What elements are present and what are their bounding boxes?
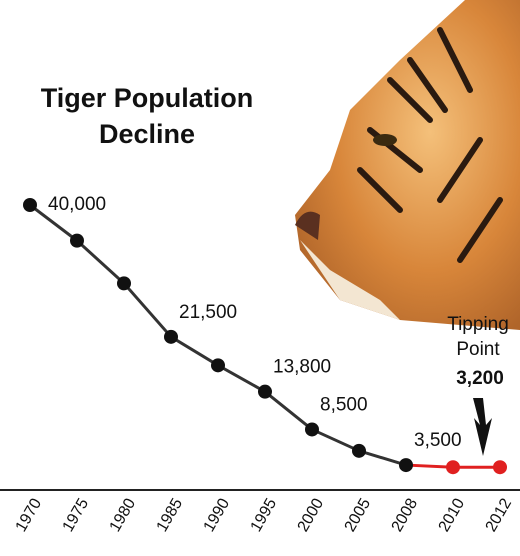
x-tick-label: 1975 (60, 496, 93, 535)
data-point (211, 358, 225, 373)
line-segment (311, 428, 360, 453)
x-tick-label: 2010 (436, 496, 469, 535)
line-segment (75, 239, 126, 285)
line-segment (405, 463, 454, 469)
data-point (352, 443, 366, 458)
value-label: 21,500 (179, 302, 237, 323)
x-tick-label: 1970 (13, 496, 46, 535)
x-tick-label: 1995 (248, 496, 281, 535)
data-point (305, 422, 319, 437)
data-point (399, 458, 413, 473)
value-label: 8,500 (320, 394, 368, 415)
x-tick-label: 2012 (483, 496, 516, 535)
data-point (117, 276, 131, 291)
x-tick-label: 2005 (342, 496, 375, 535)
line-segment (29, 203, 78, 242)
x-tick-label: 2008 (389, 496, 422, 535)
x-tick-label: 1990 (201, 496, 234, 535)
data-point (23, 198, 37, 212)
data-point (493, 460, 507, 475)
line-segment (217, 364, 266, 393)
value-label: 13,800 (273, 357, 331, 378)
chart-title: Decline (99, 119, 195, 149)
data-point (446, 460, 460, 475)
line-segment (122, 282, 173, 338)
data-point (164, 329, 178, 344)
value-label: 3,500 (414, 430, 462, 451)
line-segment (358, 449, 407, 467)
value-label: 3,200 (456, 368, 504, 389)
tiger-illustration (295, 0, 520, 330)
chart-title: Tiger Population (41, 83, 254, 113)
x-tick-label: 2000 (295, 496, 328, 535)
x-tick-label: 1985 (154, 496, 187, 535)
arrow (473, 398, 492, 456)
x-tick-label: 1980 (107, 496, 140, 535)
data-point (70, 233, 84, 248)
value-label: 40,000 (48, 194, 106, 215)
line-segment (170, 335, 219, 367)
line-segment (264, 390, 313, 431)
annotation: Point (456, 339, 500, 360)
data-point (258, 384, 272, 399)
annotation: Tipping (447, 314, 509, 335)
